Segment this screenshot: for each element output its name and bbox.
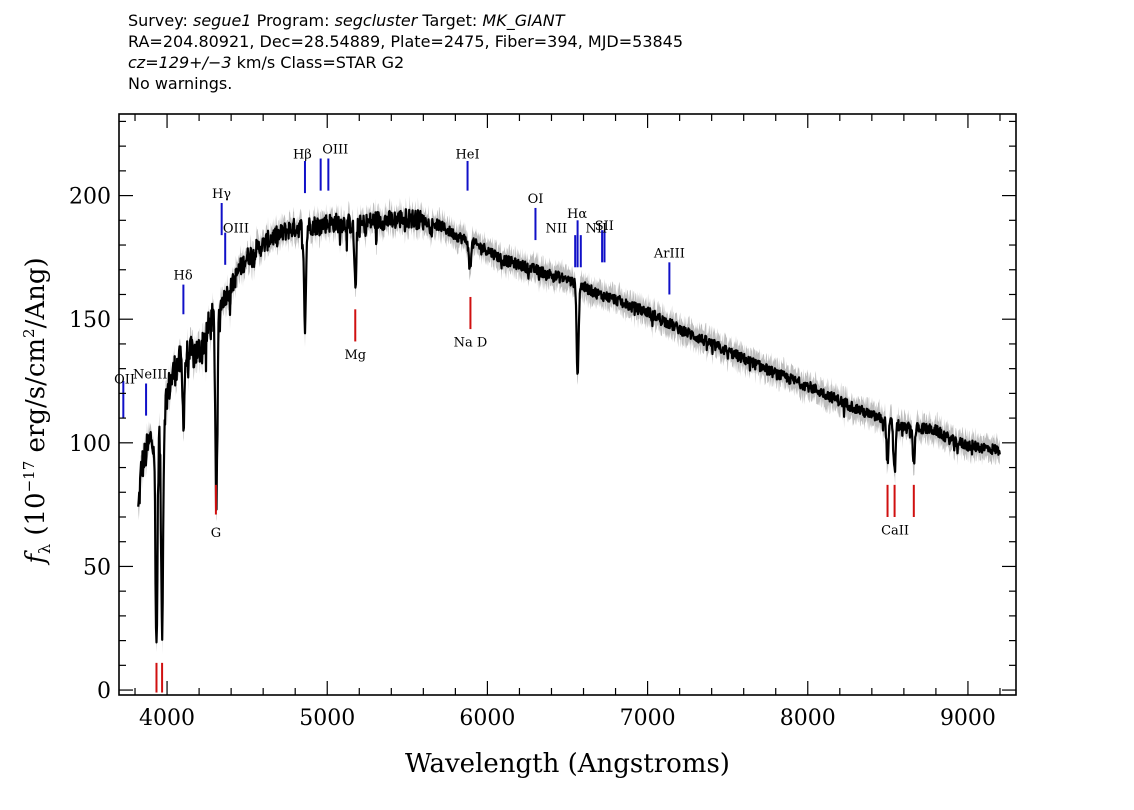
emission-line-label-3: Hγ [212, 187, 231, 202]
y-label-end: /Ang) [21, 257, 51, 328]
absorption-line-label-3: CaII [881, 523, 909, 538]
x-tick-label-9000: 9000 [940, 706, 996, 731]
y-axis-label: fλ (10−17 erg/s/cm2/Ang) [20, 257, 54, 565]
emission-line-label-13: ArIII [653, 246, 685, 261]
y-tick-label-0: 0 [97, 679, 111, 704]
tick-labels: 4000 5000 6000 7000 8000 9000 0 50 100 150 200 [69, 185, 996, 731]
header-line-redshift: cz=129+/−3 km/s Class=STAR G2 [128, 52, 683, 73]
header-line-coordinates: RA=204.80921, Dec=28.54889, Plate=2475, … [128, 32, 684, 51]
emission-line-label-9: NII [545, 222, 567, 237]
emission-line-label-0: OII [114, 372, 135, 387]
emission-line-label-7: HeI [455, 148, 479, 163]
header-line-survey: Survey: segue1 Program: segcluster Targe… [128, 10, 683, 31]
program-value: segcluster [334, 11, 418, 30]
class-value: km/s Class=STAR G2 [231, 53, 405, 72]
x-tick-label-4000: 4000 [139, 706, 195, 731]
emission-line-label-10: Hα [567, 207, 587, 222]
y-label-mid: (10 [21, 492, 51, 544]
emission-line-label-12: SII [595, 219, 614, 234]
emission-line-label-1: NeIII [133, 368, 167, 383]
target-label: Target: [422, 11, 478, 30]
y-tick-label-50: 50 [83, 555, 111, 580]
x-tick-label-6000: 6000 [459, 706, 515, 731]
y-label-sub: λ [35, 544, 54, 554]
program-label: Program: [256, 11, 330, 30]
x-tick-label-5000: 5000 [299, 706, 355, 731]
x-tick-label-8000: 8000 [780, 706, 836, 731]
y-tick-label-100: 100 [69, 432, 111, 457]
y-tick-label-150: 150 [69, 308, 111, 333]
emission-line-label-8: OI [528, 192, 544, 207]
header-line-warnings: No warnings. [128, 74, 233, 93]
plot-border [118, 113, 1017, 696]
emission-line-label-11: NII [586, 222, 608, 237]
absorption-line-label-1: Mg [344, 348, 366, 363]
y-label-exp1: −17 [20, 461, 38, 493]
flux-error-band [138, 195, 1000, 654]
absorption-line-label-0: G [211, 526, 221, 541]
emission-line-label-6: OIII [322, 143, 348, 158]
emission-line-label-5: Hβ [293, 148, 312, 163]
y-label-unit: erg/s/cm [21, 338, 51, 461]
survey-label: Survey: [128, 11, 188, 30]
absorption-line-label-2: Na D [454, 335, 488, 350]
y-label-exp2: 2 [20, 328, 38, 338]
x-tick-label-7000: 7000 [620, 706, 676, 731]
error-band-layer [138, 195, 1000, 654]
plot-frame [118, 113, 1017, 696]
emission-line-label-4: OIII [223, 222, 249, 237]
flux-series-line [137, 208, 1001, 644]
redshift-value: cz=129+/−3 [128, 53, 232, 72]
spectrum-header: Survey: segue1 Program: segcluster Targe… [128, 10, 683, 94]
survey-value: segue1 [192, 11, 252, 30]
x-axis-label: Wavelength (Angstroms) [405, 749, 730, 779]
flux-layer [137, 208, 1001, 644]
emission-line-label-2: Hδ [173, 269, 192, 284]
y-tick-label-200: 200 [69, 185, 111, 210]
target-value: MK_GIANT [482, 11, 565, 30]
